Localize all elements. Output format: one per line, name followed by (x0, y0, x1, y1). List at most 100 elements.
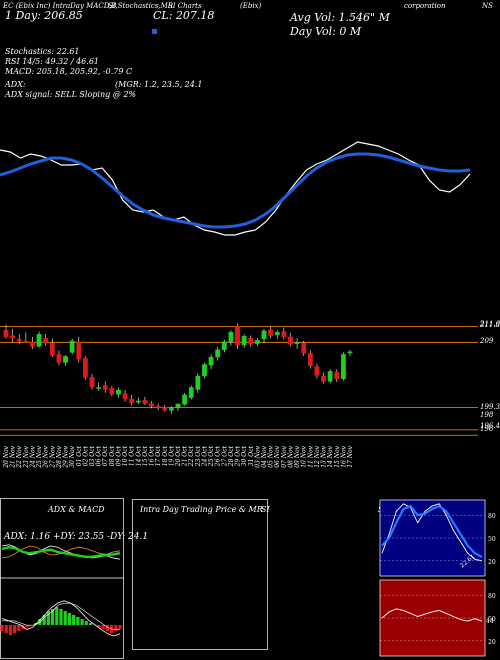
intraday-panel: Intra Day Trading Price & MR SI (126, 498, 376, 658)
candle-body-20 (135, 400, 141, 403)
date-tick-label-13: 03 Oct (89, 445, 96, 466)
candle-body-17 (116, 389, 121, 395)
date-tick-label-0: 20 Nov (3, 445, 10, 468)
candle-body-22 (149, 403, 154, 407)
macd-legend-swatch (152, 29, 157, 34)
candle-body-8 (56, 354, 62, 363)
price-level-label-6: 196.49 (480, 421, 500, 430)
candle-body-29 (195, 375, 201, 390)
candle-body-18 (122, 393, 128, 400)
main-chart: 20 Nov 21 Nov 22 Nov 23 Nov 24 Nov 25 Nov 26 N… (0, 141, 478, 469)
adx-macd-panel: ADX & MACD ADX: 1.16 +DY: 23.55 -DY: 24.… (0, 498, 148, 658)
date-tick-label-16: 08 Oct (109, 445, 116, 466)
date-tick-label-29: 23 Oct (195, 445, 202, 467)
date-tick-label-28: 22 Oct (188, 445, 195, 467)
candle-body-39 (261, 330, 267, 340)
candle-body-45 (301, 342, 307, 354)
intraday-panel-title: Intra Day Trading Price & MR (140, 505, 263, 514)
candle-body-6 (43, 338, 49, 344)
candle-body-13 (89, 377, 95, 387)
date-tick-label-10: 30 Nov (69, 445, 76, 467)
date-tick-label-41: 06 Nov (274, 445, 281, 467)
candle-body-41 (274, 331, 280, 336)
date-tick-label-1: 21 Nov (10, 445, 17, 468)
date-tick-label-6: 26 Nov (43, 445, 50, 468)
candle-body-52 (347, 351, 353, 354)
date-tick-label-46: 11 Nov (307, 445, 314, 467)
date-tick-label-11: 01 Oct (76, 445, 83, 466)
company-name-2: corporation (404, 2, 446, 10)
stochastics-rsi-panel: Stochastics & R SI (378, 498, 500, 658)
candle-body-28 (188, 387, 194, 398)
candle-body-5 (36, 334, 42, 347)
candle-body-14 (96, 387, 102, 389)
adx-panel-title: ADX & MACD (48, 505, 105, 514)
date-tick-label-4: 24 Nov (29, 445, 36, 468)
candle-body-47 (314, 366, 320, 376)
date-tick-label-47: 12 Nov (314, 445, 321, 467)
date-tick-label-33: 27 Oct (221, 445, 228, 467)
macd-value: MACD: 205.18, 205.92, -0.79 C (5, 67, 133, 76)
avg-volume: Avg Vol: 1.546" M (290, 11, 390, 24)
chart-subtitle-3: SI Charts (168, 2, 202, 10)
date-tick-label-5: 25 Nov (36, 445, 43, 468)
candle-body-2 (16, 338, 22, 342)
date-tick-label-25: 19 Oct (168, 445, 175, 466)
candle-body-24 (162, 407, 168, 411)
date-tick-label-35: 29 Oct (235, 445, 242, 467)
candle-body-36 (241, 336, 247, 346)
date-tick-label-26: 20 Oct (175, 445, 182, 467)
candle-body-30 (202, 364, 207, 377)
candle-body-35 (235, 325, 240, 346)
candle-body-15 (102, 385, 108, 390)
candle-body-43 (288, 336, 293, 345)
date-tick-label-51: 16 Nov (340, 445, 347, 467)
candle-body-19 (129, 398, 135, 404)
date-tick-label-40: 05 Nov (268, 445, 275, 467)
candle-body-38 (254, 340, 260, 344)
candle-body-10 (69, 340, 75, 353)
candle-body-21 (142, 400, 148, 404)
candle-body-4 (30, 342, 35, 347)
candle-body-44 (294, 342, 300, 344)
date-tick-label-3: 23 Nov (23, 445, 30, 468)
candle-body-37 (248, 338, 254, 345)
candle-body-32 (215, 349, 221, 358)
date-tick-label-50: 15 Nov (334, 445, 341, 467)
date-tick-label-8: 28 Nov (56, 445, 63, 468)
candle-body-7 (49, 342, 55, 356)
candle-body-1 (10, 335, 16, 339)
chart-subtitle: EC (Ebix Inc) IntraDay MACD,B (3, 2, 117, 10)
date-tick-label-19: 11 Oct (129, 445, 136, 466)
date-tick-label-39: 04 Nov (261, 445, 268, 467)
date-tick-label-24: 18 Oct (162, 445, 169, 466)
candle-body-34 (228, 331, 234, 342)
date-tick-label-7: 27 Nov (49, 445, 56, 468)
candle-body-42 (281, 331, 287, 338)
candle-body-31 (208, 356, 214, 366)
stoch-panel-title-suffix: SI (462, 505, 471, 514)
date-tick-label-9: 29 Nov (63, 445, 70, 468)
date-tick-label-23: 17 Oct (155, 445, 162, 466)
close-price: CL: 207.18 (153, 9, 215, 22)
exchange-name: NS (482, 2, 493, 10)
stoch-panel-title: Stochastics & R (378, 505, 443, 514)
date-tick-label-36: 30 Oct (241, 445, 248, 466)
candle-body-25 (168, 408, 174, 411)
candle-body-49 (327, 371, 333, 382)
date-tick-label-43: 08 Nov (287, 445, 294, 467)
date-tick-label-18: 10 Oct (122, 445, 129, 466)
mgr-value: (MGR: 1.2, 23.5, 24.1 (115, 80, 203, 89)
candle-body-3 (23, 340, 29, 343)
date-tick-label-34: 28 Oct (228, 445, 235, 467)
candle-body-0 (3, 329, 9, 338)
intraday-panel-title-suffix: SI (261, 505, 270, 514)
date-tick-label-44: 09 Nov (294, 445, 301, 467)
date-tick-label-48: 13 Nov (321, 445, 328, 467)
adx-signal: ADX signal: SELL Sloping @ 2% (5, 90, 137, 99)
overlay-line-macd (0, 152, 471, 229)
candle-body-40 (268, 329, 274, 336)
candle-body-27 (182, 394, 188, 405)
candle-body-46 (307, 352, 313, 367)
date-tick-label-15: 07 Oct (102, 445, 109, 466)
